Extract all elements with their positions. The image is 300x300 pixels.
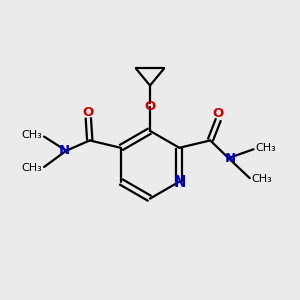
Text: CH₃: CH₃ — [22, 163, 42, 173]
Text: CH₃: CH₃ — [251, 174, 272, 184]
Text: O: O — [83, 106, 94, 119]
Text: O: O — [213, 107, 224, 120]
Text: N: N — [59, 144, 70, 157]
Text: CH₃: CH₃ — [255, 143, 276, 153]
Text: N: N — [174, 175, 186, 190]
Text: CH₃: CH₃ — [22, 130, 42, 140]
Text: O: O — [144, 100, 156, 113]
Text: N: N — [225, 152, 236, 165]
